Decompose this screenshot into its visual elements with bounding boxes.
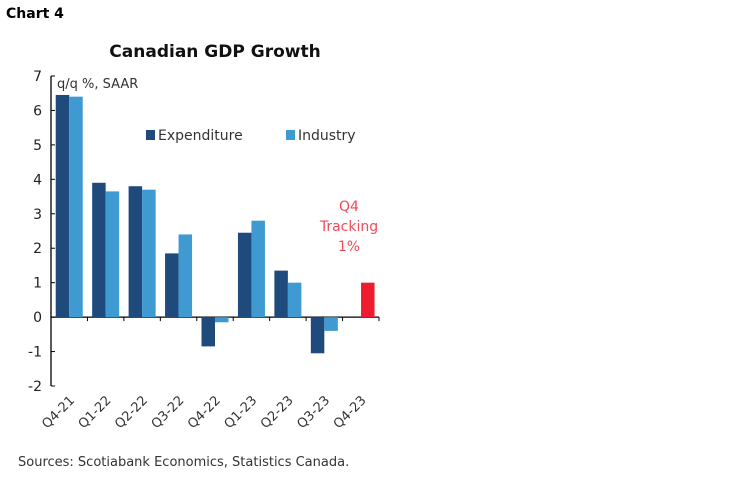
bar-expenditure [128, 186, 143, 318]
x-tick-label: Q2-22 [112, 393, 151, 432]
bar-industry [105, 191, 120, 318]
bar-tracking [361, 282, 375, 318]
bar-expenditure [165, 253, 179, 318]
source-note: Sources: Scotiabank Economics, Statistic… [18, 455, 350, 470]
annotation-text: 1% [338, 239, 360, 255]
annotation-text: Q4 [339, 199, 359, 215]
bar-industry [178, 234, 193, 318]
bar-expenditure [274, 270, 288, 318]
bar-expenditure [237, 232, 252, 318]
x-tick-label: Q2-23 [258, 393, 297, 432]
bar-industry [142, 189, 156, 318]
x-tick-label: Q4-21 [39, 393, 78, 432]
y-tick-label: 4 [33, 172, 42, 188]
y-tick-label: -1 [28, 345, 42, 361]
bar-industry [251, 220, 265, 318]
legend-label-expenditure: Expenditure [158, 128, 243, 144]
y-axis-label: q/q %, SAAR [57, 77, 138, 92]
y-tick-label: 7 [33, 69, 42, 85]
y-tick-label: 5 [33, 138, 42, 154]
y-tick-label: 1 [33, 276, 42, 292]
legend-label-industry: Industry [298, 128, 356, 144]
bar-expenditure [310, 317, 325, 354]
chart-label: Chart 4 [6, 6, 64, 22]
chart-title: Canadian GDP Growth [109, 42, 321, 62]
x-tick-label: Q1-22 [76, 393, 115, 432]
bar-industry [215, 317, 229, 323]
bar-industry [287, 282, 302, 318]
annotation-text: Tracking [319, 219, 378, 235]
y-tick-label: 3 [33, 207, 42, 223]
x-tick-label: Q3-22 [149, 393, 188, 432]
x-tick-label: Q4-23 [331, 393, 370, 432]
y-tick-label: 2 [33, 241, 42, 257]
x-tick-label: Q4-22 [185, 393, 224, 432]
legend-swatch-industry [286, 130, 295, 140]
legend-swatch-expenditure [146, 130, 155, 140]
x-tick-label: Q3-23 [294, 393, 333, 432]
x-tick-label: Q1-23 [222, 393, 261, 432]
bar-expenditure [55, 94, 70, 318]
bar-expenditure [92, 182, 106, 318]
bar-industry [324, 317, 338, 331]
bar-expenditure [201, 317, 215, 347]
bar-industry [69, 96, 83, 318]
y-tick-label: 6 [33, 103, 42, 119]
y-tick-label: 0 [33, 310, 42, 326]
y-tick-label: -2 [28, 379, 42, 395]
